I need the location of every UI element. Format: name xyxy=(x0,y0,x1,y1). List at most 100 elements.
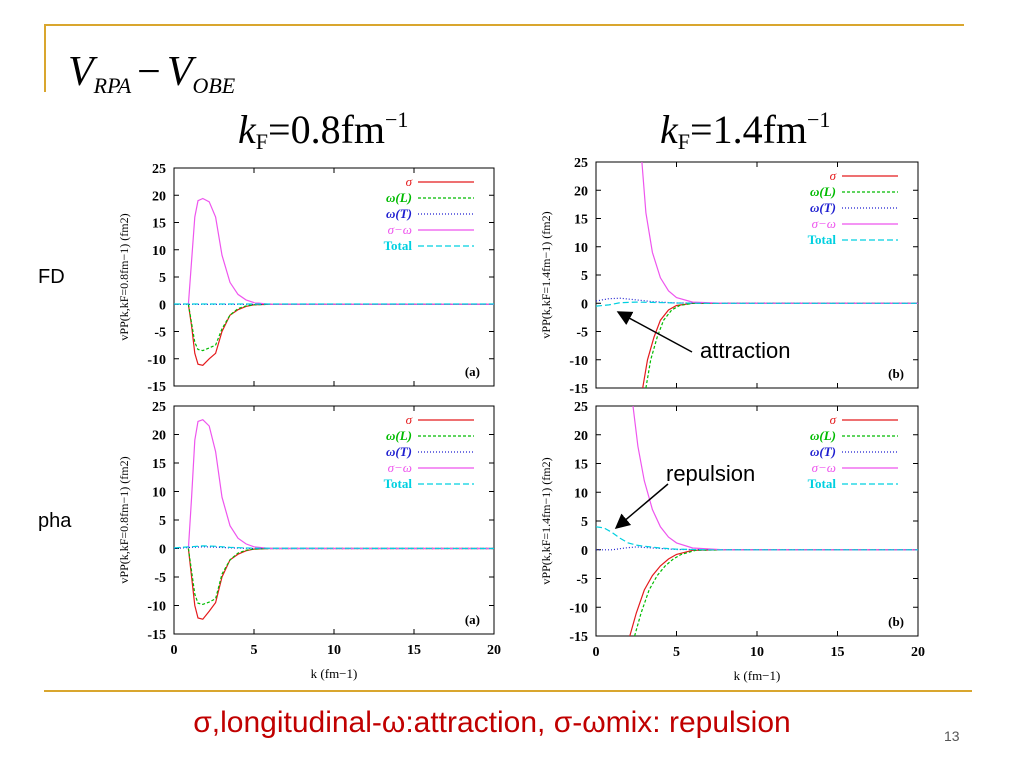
x-tick-label: 0 xyxy=(171,643,178,658)
legend-label-4: Total xyxy=(808,476,837,491)
y-tick-label: 20 xyxy=(574,184,588,199)
plot-frame xyxy=(173,167,495,387)
series-line-4 xyxy=(596,301,918,307)
y-tick-label: 15 xyxy=(574,213,588,228)
series-line-0 xyxy=(187,547,494,620)
x-tick-label: 5 xyxy=(251,643,258,658)
legend-label-0: σ xyxy=(830,168,837,183)
y-tick-label: 0 xyxy=(581,297,588,312)
left-rule xyxy=(44,24,46,92)
y-tick-label: 15 xyxy=(152,457,166,472)
y-tick-label: 10 xyxy=(574,241,588,256)
y-tick-label: 25 xyxy=(574,400,588,415)
column-header-left: kF=0.8fm−1 xyxy=(238,107,409,154)
legend-label-2: ω(T) xyxy=(386,444,412,459)
y-tick-label: 20 xyxy=(152,429,166,444)
y-tick-label: 25 xyxy=(152,400,166,415)
x-tick-label: 20 xyxy=(487,643,501,658)
y-axis-label: vPP(k,kF=0.8fm−1) (fm2) xyxy=(117,213,131,340)
legend-label-0: σ xyxy=(406,174,413,189)
y-tick-label: -15 xyxy=(569,630,588,645)
y-tick-label: -15 xyxy=(147,380,166,395)
panel-label: (a) xyxy=(465,364,480,379)
slide-footer: σ,longitudinal-ω:attraction, σ-ωmix: rep… xyxy=(193,706,791,739)
legend-label-3: σ−ω xyxy=(388,222,412,237)
series-line-3 xyxy=(641,162,918,304)
legend-label-0: σ xyxy=(830,412,837,427)
page-number: 13 xyxy=(944,728,960,744)
chart-panel-4: 25 20 15 10 5 0 -5 -10 -15 0 5 10 15 20 k (fm−1) vPP(k,… xyxy=(539,400,925,683)
repulsion-arrow xyxy=(614,483,669,529)
y-tick-label: 10 xyxy=(152,244,166,259)
x-tick-label: 5 xyxy=(673,645,680,660)
x-tick-label: 10 xyxy=(750,645,764,660)
title-v-obe: VOBE xyxy=(166,49,236,98)
panel-label: (b) xyxy=(888,614,904,629)
annotation-attraction: attraction xyxy=(700,338,791,363)
series-line-1 xyxy=(187,547,494,606)
annotation-repulsion: repulsion xyxy=(666,461,756,486)
y-tick-label: -5 xyxy=(154,571,166,586)
title-v-rpa: VRPA xyxy=(68,49,132,98)
attraction-arrow xyxy=(616,311,693,353)
y-tick-label: 5 xyxy=(159,271,166,286)
y-tick-label: 0 xyxy=(159,543,166,558)
y-tick-label: -5 xyxy=(576,326,588,341)
legend-label-1: ω(L) xyxy=(810,184,836,199)
slide-title: VRPA − VOBE xyxy=(68,48,236,98)
y-tick-label: 0 xyxy=(159,298,166,313)
x-axis-label: k (fm−1) xyxy=(311,666,358,681)
legend-label-2: ω(T) xyxy=(810,444,836,459)
series-line-1 xyxy=(187,303,494,352)
y-tick-label: -10 xyxy=(569,601,588,616)
y-tick-label: 15 xyxy=(574,458,588,473)
y-tick-label: -5 xyxy=(154,326,166,341)
plot-frame xyxy=(173,405,495,635)
y-tick-label: 10 xyxy=(152,486,166,501)
chart-panel-3: 25 20 15 10 5 0 -5 -10 -15 0 5 10 15 20 k (fm−1) vPP(k,… xyxy=(117,400,501,681)
y-tick-label: -10 xyxy=(569,354,588,369)
y-axis-label: vPP(k,kF=0.8fm−1) (fm2) xyxy=(117,456,131,583)
y-tick-label: 5 xyxy=(581,269,588,284)
series-group xyxy=(174,419,494,620)
y-tick-label: 15 xyxy=(152,217,166,232)
y-tick-label: -15 xyxy=(147,628,166,643)
x-tick-label: 20 xyxy=(911,645,925,660)
series-group xyxy=(596,162,918,388)
row-label-fd: FD xyxy=(38,266,65,288)
y-tick-label: 25 xyxy=(574,156,588,171)
y-tick-label: -10 xyxy=(147,600,166,615)
y-tick-label: 20 xyxy=(574,429,588,444)
series-line-0 xyxy=(187,303,494,366)
y-tick-label: 10 xyxy=(574,486,588,501)
legend-label-3: σ−ω xyxy=(388,460,412,475)
series-group xyxy=(174,197,494,366)
panel-label: (a) xyxy=(465,612,480,627)
y-tick-label: 20 xyxy=(152,189,166,204)
plots-figure: 25 20 15 10 5 0 -5 -10 -15 vPP(k,kF=0.8fm−1) (fm2… xyxy=(117,156,925,683)
legend-label-0: σ xyxy=(406,412,413,427)
x-tick-label: 15 xyxy=(831,645,845,660)
y-tick-label: -5 xyxy=(576,573,588,588)
legend-label-1: ω(L) xyxy=(810,428,836,443)
legend-label-4: Total xyxy=(384,476,413,491)
legend-label-2: ω(T) xyxy=(386,206,412,221)
y-tick-label: -15 xyxy=(569,382,588,397)
legend-label-4: Total xyxy=(384,238,413,253)
series-group xyxy=(596,406,918,636)
column-header-right: kF=1.4fm−1 xyxy=(660,107,831,154)
y-tick-label: -10 xyxy=(147,353,166,368)
y-axis-label: vPP(k,kF=1.4fm−1) (fm2) xyxy=(539,211,553,338)
legend-label-3: σ−ω xyxy=(812,460,836,475)
y-tick-label: 25 xyxy=(152,162,166,177)
plot-frame xyxy=(595,405,919,637)
top-rule xyxy=(44,24,964,26)
annotation-arrows xyxy=(614,311,693,529)
row-label-pha: pha xyxy=(38,510,72,532)
legend-label-4: Total xyxy=(808,232,837,247)
panel-label: (b) xyxy=(888,366,904,381)
chart-panel-2: 25 20 15 10 5 0 -5 -10 -15 vPP(k,kF=1.4fm−1) (fm2… xyxy=(539,156,919,397)
x-tick-label: 15 xyxy=(407,643,421,658)
legend-label-1: ω(L) xyxy=(386,190,412,205)
series-line-4 xyxy=(596,526,918,551)
